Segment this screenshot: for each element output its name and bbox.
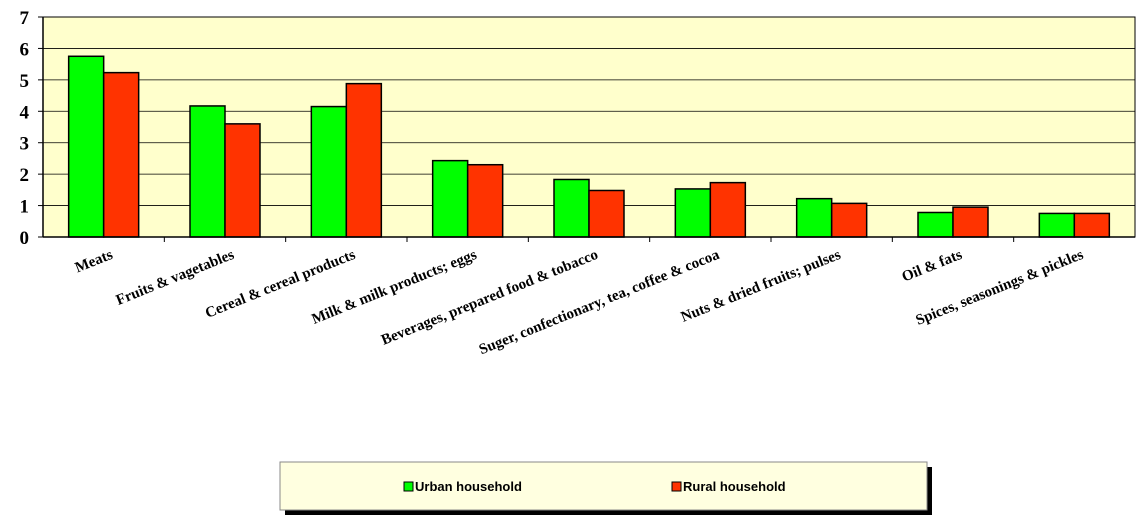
y-tick-label: 1: [20, 197, 30, 218]
bar-urban: [553, 178, 590, 238]
bar-rural: [345, 82, 383, 238]
bar-rural: [709, 181, 747, 238]
x-category-label: Suger, confectionary, tea, coffee & coco…: [477, 247, 722, 359]
bar-urban: [310, 105, 348, 238]
bar-rural: [102, 71, 140, 238]
legend-swatch-rural: [671, 481, 682, 492]
bar-urban: [674, 188, 712, 238]
bar-urban: [917, 211, 954, 238]
y-tick-label: 3: [20, 134, 30, 155]
legend: Urban household Rural household: [279, 461, 932, 515]
bar-urban: [431, 159, 469, 238]
y-tick-label: 0: [20, 228, 30, 249]
legend-box: [279, 461, 928, 511]
y-tick-label: 7: [20, 8, 30, 29]
bar-rural: [830, 202, 868, 238]
x-category-label: Meats: [73, 247, 115, 277]
y-tick-label: 2: [20, 165, 30, 186]
bar-rural: [1073, 212, 1111, 238]
bars-group: [67, 55, 1111, 238]
bar-urban: [1038, 212, 1076, 238]
bar-rural: [466, 163, 504, 238]
y-axis-ticks: 0 1 2 3 4 5 6 7: [20, 8, 43, 249]
bar-rural: [224, 123, 261, 238]
x-category-label: Oil & fats: [900, 247, 965, 286]
bar-rural: [588, 189, 625, 238]
y-tick-label: 5: [20, 71, 30, 92]
legend-label-urban: Urban household: [415, 479, 522, 494]
legend-label-rural: Rural household: [683, 479, 786, 494]
bar-urban: [67, 55, 105, 238]
x-axis-ticks: [163, 237, 1015, 242]
bar-urban: [189, 105, 226, 238]
legend-swatch-urban: [403, 481, 414, 492]
y-tick-label: 6: [20, 39, 30, 60]
bar-urban: [795, 197, 833, 238]
x-category-label: Fruits & vagetables: [114, 247, 237, 309]
bar-rural: [952, 206, 989, 238]
y-tick-label: 4: [20, 102, 30, 123]
x-category-label: Beverages, prepared food & tobacco: [379, 247, 600, 349]
